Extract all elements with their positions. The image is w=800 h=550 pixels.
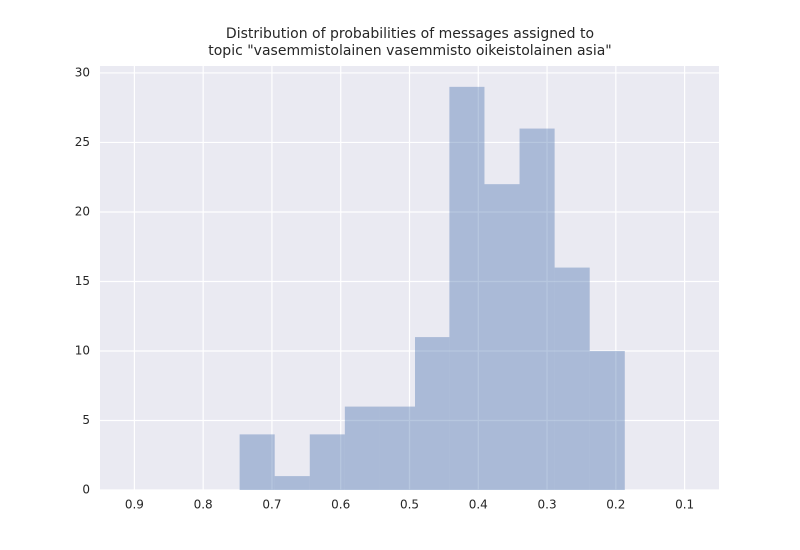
- y-tick-label: 30: [75, 65, 90, 79]
- y-tick-label: 5: [82, 413, 90, 427]
- bar: [239, 434, 275, 490]
- x-tick-label: 0.9: [125, 498, 144, 512]
- x-tick-label: 0.5: [400, 498, 419, 512]
- bar: [379, 406, 416, 490]
- y-tick-label: 0: [82, 483, 90, 497]
- bar: [554, 267, 590, 490]
- x-tick-label: 0.1: [675, 498, 694, 512]
- x-tick-label: 0.2: [606, 498, 625, 512]
- y-tick-label: 20: [75, 204, 90, 218]
- bar: [415, 337, 450, 490]
- bar: [519, 128, 555, 490]
- x-tick-label: 0.6: [331, 498, 350, 512]
- bar: [309, 434, 345, 490]
- x-tick-label: 0.8: [194, 498, 213, 512]
- y-tick-label: 25: [75, 135, 90, 149]
- bar: [274, 476, 310, 490]
- bar: [344, 406, 380, 490]
- y-tick-label: 10: [75, 343, 90, 357]
- bar: [449, 86, 485, 490]
- x-tick-label: 0.3: [538, 498, 557, 512]
- chart-title: Distribution of probabilities of message…: [208, 26, 611, 59]
- bar: [484, 184, 520, 490]
- bar: [589, 350, 625, 490]
- x-tick-label: 0.4: [469, 498, 488, 512]
- x-tick-label: 0.7: [262, 498, 281, 512]
- y-tick-label: 15: [75, 274, 90, 288]
